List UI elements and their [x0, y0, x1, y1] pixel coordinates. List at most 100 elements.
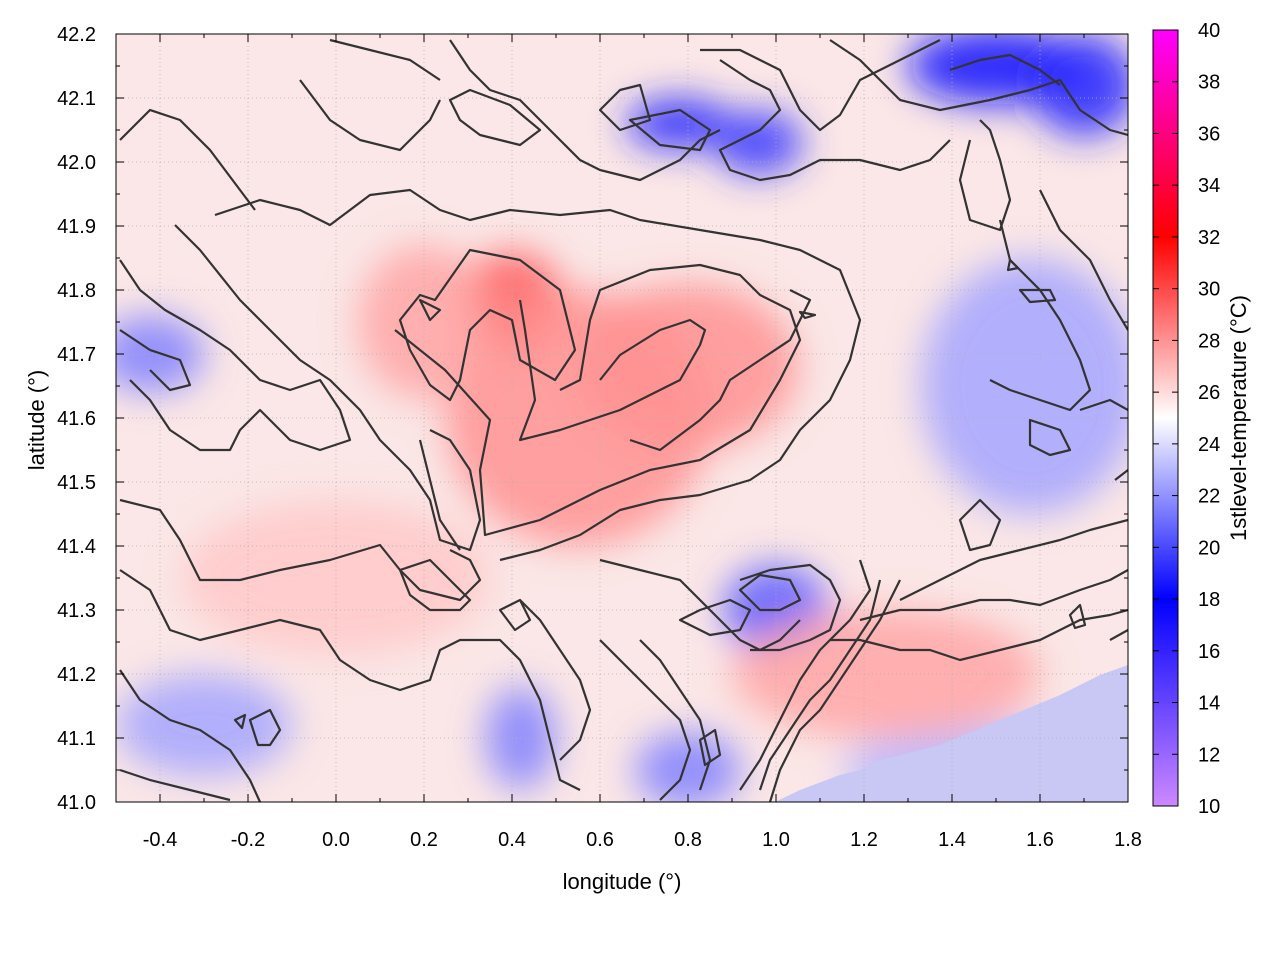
y-tick-label: 41.4 — [57, 536, 96, 558]
colorbar-tick-label: 20 — [1198, 537, 1220, 559]
y-tick-label: 41.0 — [57, 792, 96, 814]
x-tick-label: 0.0 — [322, 829, 350, 851]
contour-line — [829, 39, 1128, 137]
y-tick-label: 41.5 — [57, 472, 96, 494]
contour-line — [599, 639, 692, 801]
cool-region — [714, 110, 803, 175]
contour-line — [1114, 469, 1128, 481]
contour-line — [958, 498, 1002, 552]
contour-line — [598, 83, 652, 132]
contour-line — [329, 38, 441, 81]
contour-line — [498, 598, 532, 632]
sea-region — [775, 665, 1128, 802]
contour-line — [899, 518, 1128, 601]
x-axis-ticks: -0.4 -0.2 0.0 0.2 0.4 0.6 0.8 1.0 1.2 1.4 1.6 1.8 — [115, 34, 1142, 851]
contour-line — [449, 39, 721, 182]
colorbar-tick-label: 12 — [1198, 744, 1220, 766]
y-axis-title: latitude (°) — [24, 370, 49, 471]
colorbar-tick-label: 38 — [1198, 72, 1220, 94]
contour-line — [949, 53, 1061, 86]
colorbar-tick-label: 24 — [1198, 434, 1220, 456]
contour-line — [248, 708, 282, 747]
y-axis-ticks: 41.0 41.1 41.2 41.3 41.4 41.5 41.6 41.7 41.8 41.9… — [57, 24, 1128, 814]
contour-line — [1109, 629, 1128, 641]
colorbar-tick-label: 22 — [1198, 486, 1220, 508]
x-tick-label: 1.2 — [850, 829, 878, 851]
contour-line — [518, 299, 707, 442]
cool-region — [116, 674, 292, 777]
contour-line — [718, 59, 951, 182]
y-tick-label: 41.7 — [57, 344, 96, 366]
contour-line — [1018, 288, 1057, 304]
contour-line — [394, 263, 802, 537]
contour-line — [739, 559, 872, 791]
contour-line — [398, 558, 472, 612]
colorbar-tick-label: 10 — [1198, 796, 1220, 818]
y-tick-label: 41.1 — [57, 728, 96, 750]
contour-line — [639, 639, 712, 791]
contour-line — [698, 728, 722, 767]
contour-line — [798, 310, 817, 320]
contour-line — [119, 329, 192, 392]
y-tick-label: 42.2 — [57, 24, 96, 46]
contour-line — [629, 289, 812, 452]
contour-line — [119, 259, 352, 452]
contour-line — [1006, 258, 1020, 272]
colorbar-tick-label: 32 — [1198, 227, 1220, 249]
x-tick-label: 1.0 — [762, 829, 790, 851]
y-tick-label: 41.6 — [57, 408, 96, 430]
cool-region — [921, 258, 1128, 514]
colorbar-tick-label: 28 — [1198, 330, 1220, 352]
contour-line — [1028, 418, 1072, 457]
x-tick-label: -0.2 — [231, 829, 265, 851]
x-tick-label: 1.8 — [1114, 829, 1142, 851]
warm-region — [732, 610, 1040, 738]
x-tick-label: -0.4 — [143, 829, 177, 851]
colorbar-tick-label: 16 — [1198, 641, 1220, 663]
contour-line — [448, 88, 542, 147]
contour-line — [233, 713, 247, 730]
contour-line — [299, 79, 441, 152]
contour-line — [738, 573, 802, 612]
y-tick-label: 41.8 — [57, 280, 96, 302]
contour-line — [628, 108, 712, 152]
x-axis-title: longitude (°) — [563, 869, 682, 894]
contour-lines — [119, 38, 1128, 802]
colorbar-tick-label: 36 — [1198, 123, 1220, 145]
contour-line — [599, 558, 801, 652]
colorbar-tick-label: 30 — [1198, 279, 1220, 301]
contour-line — [678, 598, 752, 637]
contour-line — [119, 669, 262, 802]
contour-line — [768, 579, 901, 802]
colorbar-tick-label: 26 — [1198, 382, 1220, 404]
contour-line — [989, 219, 1092, 412]
contour-line — [739, 563, 842, 652]
contour-line — [859, 569, 1128, 622]
colorbar-tick-label: 40 — [1198, 20, 1220, 42]
colorbar-tick-label: 14 — [1198, 693, 1220, 715]
contour-line — [1068, 603, 1087, 630]
contour-line — [119, 768, 231, 802]
colorbar-tick-label: 34 — [1198, 175, 1220, 197]
x-tick-label: 0.6 — [586, 829, 614, 851]
y-tick-label: 42.0 — [57, 152, 96, 174]
contour-line — [758, 579, 882, 791]
x-tick-label: 1.4 — [938, 829, 966, 851]
x-tick-label: 0.4 — [498, 829, 526, 851]
colorbar-title: 1stlevel-temperature (°C) — [1226, 295, 1251, 541]
contour-line — [418, 298, 442, 322]
contour-line — [119, 108, 256, 211]
grid-lines — [116, 34, 1128, 802]
cool-region — [1031, 34, 1128, 137]
x-tick-label: 1.6 — [1026, 829, 1054, 851]
contour-line — [174, 224, 482, 552]
colorbar-tick-label: 18 — [1198, 589, 1220, 611]
y-tick-label: 41.9 — [57, 216, 96, 238]
contour-line — [119, 569, 581, 791]
y-tick-label: 42.1 — [57, 88, 96, 110]
sea-area — [775, 665, 1128, 802]
y-tick-label: 41.3 — [57, 600, 96, 622]
contour-line — [1079, 398, 1128, 412]
colorbar-ticks: 10 12 14 16 18 20 22 24 26 28 30 32 34 36 38 40 — [1153, 20, 1220, 818]
colorbar — [1152, 29, 1179, 807]
